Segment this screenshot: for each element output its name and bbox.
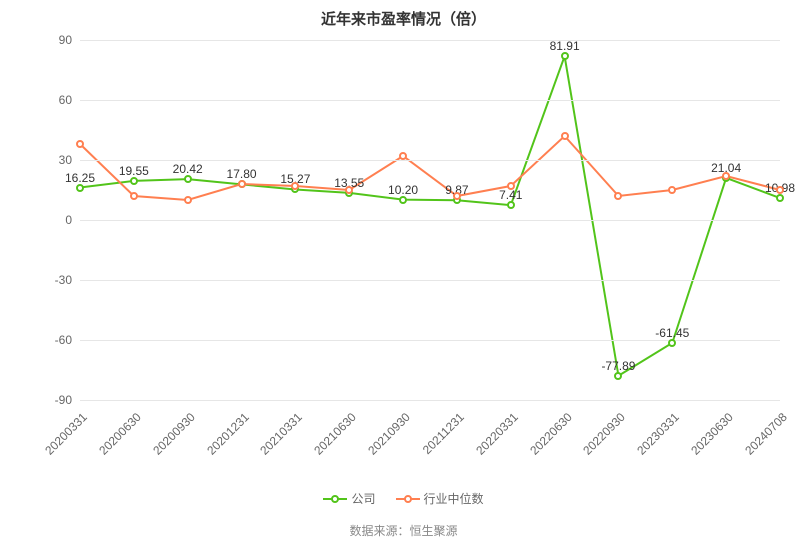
data-marker	[130, 192, 138, 200]
y-tick-label: 90	[59, 33, 72, 47]
y-tick-label: 60	[59, 93, 72, 107]
x-tick-label: 20201231	[204, 410, 252, 458]
x-tick-label: 20211231	[420, 410, 467, 457]
data-marker	[238, 180, 246, 188]
data-marker	[184, 196, 192, 204]
value-label: 20.42	[173, 162, 203, 176]
data-marker	[668, 186, 676, 194]
legend-item[interactable]: 公司	[323, 490, 375, 507]
x-tick-label: 20220331	[473, 410, 521, 458]
x-tick-label: 20210930	[365, 410, 413, 458]
grid-line	[80, 100, 780, 101]
value-label: 81.91	[550, 39, 580, 53]
value-label: 16.25	[65, 171, 95, 185]
legend-item[interactable]: 行业中位数	[396, 490, 484, 507]
value-label: 7.41	[499, 188, 522, 202]
data-marker	[561, 132, 569, 140]
data-marker	[453, 192, 461, 200]
x-tick-label: 20230630	[688, 410, 736, 458]
y-tick-label: -60	[55, 333, 72, 347]
x-tick-label: 20220930	[581, 410, 629, 458]
grid-line	[80, 280, 780, 281]
y-tick-label: -90	[55, 393, 72, 407]
x-tick-label: 20200930	[150, 410, 198, 458]
x-tick-label: 20230331	[635, 410, 683, 458]
data-marker	[76, 140, 84, 148]
value-label: 19.55	[119, 164, 149, 178]
grid-line	[80, 400, 780, 401]
legend-label: 行业中位数	[424, 490, 484, 507]
data-marker	[614, 192, 622, 200]
value-label: -77.89	[601, 359, 635, 373]
data-marker	[722, 172, 730, 180]
chart-title: 近年来市盈率情况（倍）	[0, 8, 807, 29]
pe-ratio-chart: 近年来市盈率情况（倍） -90-60-300306090202003312020…	[0, 0, 807, 546]
chart-legend: 公司 行业中位数	[0, 490, 807, 508]
legend-label: 公司	[351, 490, 375, 507]
x-tick-label: 20200331	[42, 410, 90, 458]
data-marker	[507, 182, 515, 190]
legend-swatch	[396, 493, 420, 505]
grid-line	[80, 220, 780, 221]
x-tick-label: 20240708	[742, 410, 790, 458]
y-tick-label: 0	[65, 213, 72, 227]
y-tick-label: -30	[55, 273, 72, 287]
x-tick-label: 20200630	[96, 410, 144, 458]
chart-source-label: 数据来源：恒生聚源	[0, 522, 807, 539]
value-label: -61.45	[655, 326, 689, 340]
data-marker	[399, 152, 407, 160]
grid-line	[80, 160, 780, 161]
data-marker	[776, 186, 784, 194]
y-tick-label: 30	[59, 153, 72, 167]
x-tick-label: 20220630	[527, 410, 575, 458]
value-label: 10.20	[388, 183, 418, 197]
data-marker	[291, 182, 299, 190]
data-marker	[345, 186, 353, 194]
x-tick-label: 20210331	[258, 410, 306, 458]
x-tick-label: 20210630	[311, 410, 359, 458]
legend-swatch	[323, 493, 347, 505]
plot-area: -90-60-300306090202003312020063020200930…	[80, 40, 780, 400]
grid-line	[80, 40, 780, 41]
